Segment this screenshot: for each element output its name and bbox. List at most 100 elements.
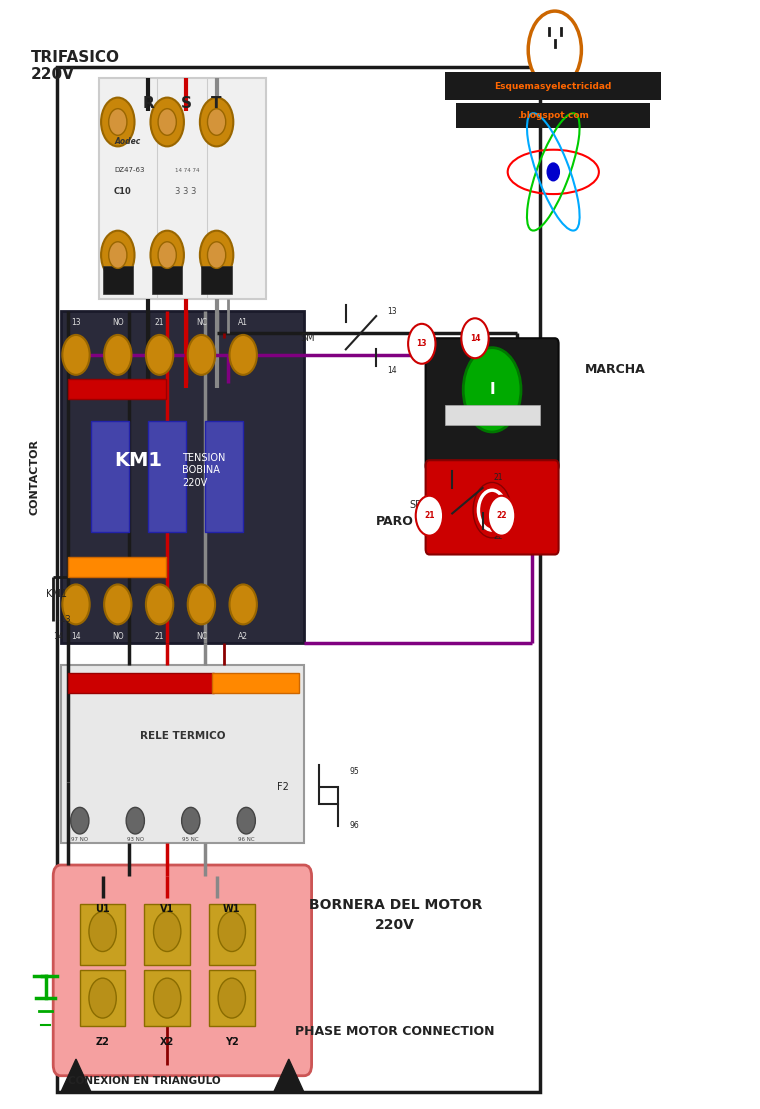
Text: C10: C10 [114, 187, 131, 196]
Text: 3 3 3: 3 3 3 [175, 187, 196, 196]
Bar [68, 557, 166, 577]
Bar [209, 904, 255, 965]
Text: PARO: PARO [376, 515, 414, 528]
Bar [144, 970, 190, 1026]
Bar [99, 78, 266, 299]
Circle shape [207, 109, 226, 135]
Bar [68, 379, 166, 399]
Circle shape [158, 109, 176, 135]
Circle shape [62, 335, 90, 375]
Circle shape [188, 584, 215, 624]
Text: DZ47-63: DZ47-63 [114, 166, 144, 173]
Circle shape [158, 242, 176, 268]
Circle shape [528, 11, 581, 89]
Text: 21: 21 [424, 511, 435, 520]
Text: 14: 14 [388, 366, 397, 375]
Circle shape [104, 335, 131, 375]
Circle shape [89, 912, 116, 952]
Circle shape [230, 335, 257, 375]
Circle shape [146, 335, 173, 375]
Text: KM1: KM1 [114, 450, 162, 470]
FancyBboxPatch shape [53, 865, 312, 1076]
Bar [61, 311, 304, 643]
Text: .blogspot.com: .blogspot.com [518, 111, 589, 120]
Text: RELE TERMICO: RELE TERMICO [140, 731, 225, 742]
Polygon shape [274, 1059, 304, 1092]
Circle shape [416, 496, 443, 536]
Text: 21: 21 [155, 318, 164, 327]
Text: 13: 13 [71, 318, 81, 327]
Text: W1: W1 [223, 904, 241, 915]
Text: S: S [181, 95, 192, 111]
Text: V1: V1 [160, 904, 174, 915]
Bar [91, 421, 129, 532]
Text: 14: 14 [470, 334, 480, 343]
Circle shape [218, 978, 245, 1018]
Text: R: R [142, 95, 154, 111]
Circle shape [146, 584, 173, 624]
Text: 13: 13 [388, 307, 397, 316]
Circle shape [101, 98, 135, 146]
Circle shape [461, 318, 489, 358]
Text: 22: 22 [494, 532, 503, 541]
Text: KM1: KM1 [46, 589, 67, 599]
Text: NO: NO [112, 632, 124, 641]
Circle shape [237, 807, 255, 834]
Text: A2: A2 [238, 632, 249, 641]
Bar [445, 72, 661, 100]
Text: 22: 22 [496, 511, 507, 520]
Bar [80, 904, 125, 965]
Bar [319, 787, 338, 804]
Circle shape [182, 807, 200, 834]
Circle shape [230, 584, 257, 624]
Circle shape [126, 807, 144, 834]
Text: TRIFASICO
220V: TRIFASICO 220V [30, 50, 119, 82]
Circle shape [207, 242, 226, 268]
Text: TENSION
BOBINA
220V: TENSION BOBINA 220V [182, 452, 226, 488]
Text: ↓13: ↓13 [53, 615, 71, 624]
Text: CONEXION EN TRIANGULO: CONEXION EN TRIANGULO [68, 1076, 220, 1087]
Circle shape [154, 912, 181, 952]
Circle shape [109, 109, 127, 135]
Bar [148, 421, 186, 532]
Circle shape [473, 482, 511, 538]
Text: 13: 13 [416, 339, 427, 348]
Text: X2: X2 [160, 1037, 174, 1048]
Circle shape [101, 231, 135, 279]
Text: 14: 14 [71, 632, 81, 641]
FancyBboxPatch shape [426, 338, 559, 471]
Text: 14: 14 [53, 632, 64, 641]
Bar [201, 266, 232, 294]
Text: Aodec: Aodec [114, 138, 141, 146]
Bar [61, 665, 304, 843]
FancyBboxPatch shape [426, 460, 559, 554]
Text: 21: 21 [494, 474, 503, 482]
Circle shape [188, 335, 215, 375]
Text: T: T [211, 95, 222, 111]
Text: U1: U1 [95, 904, 110, 915]
Text: I: I [489, 383, 495, 397]
Text: 97 NO: 97 NO [71, 836, 88, 842]
Polygon shape [61, 1059, 91, 1092]
Bar [211, 673, 299, 693]
Text: 93 NO: 93 NO [127, 836, 144, 842]
Text: SM: SM [301, 333, 315, 344]
Circle shape [200, 231, 233, 279]
Bar [144, 904, 190, 965]
Circle shape [154, 978, 181, 1018]
Bar [57, 67, 540, 1092]
Text: PHASE MOTOR CONNECTION: PHASE MOTOR CONNECTION [296, 1025, 495, 1038]
Circle shape [150, 231, 184, 279]
Circle shape [200, 98, 233, 146]
Bar [456, 103, 650, 128]
Text: 95 NC: 95 NC [182, 836, 199, 842]
Bar [80, 970, 125, 1026]
Circle shape [62, 584, 90, 624]
Circle shape [89, 978, 116, 1018]
Circle shape [408, 324, 435, 364]
Text: Z2: Z2 [96, 1037, 109, 1048]
Text: NC: NC [196, 318, 207, 327]
Text: A1: A1 [238, 318, 249, 327]
Circle shape [104, 584, 131, 624]
Text: 96: 96 [350, 821, 359, 830]
